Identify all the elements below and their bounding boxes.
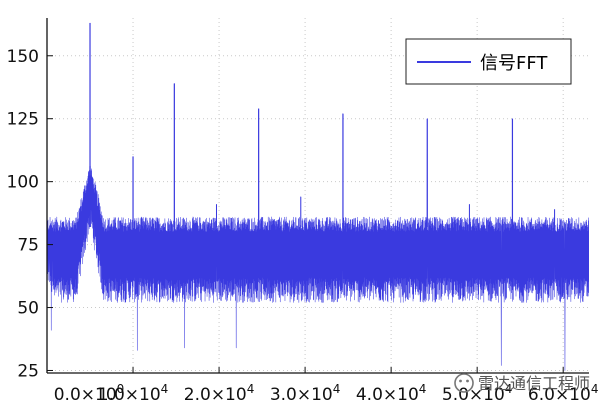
watermark: 雷达通信工程师 bbox=[454, 373, 590, 393]
y-tick-label-3: 100 bbox=[7, 173, 39, 193]
y-tick-label-4: 125 bbox=[7, 110, 39, 130]
wechat-icon-dot-left bbox=[459, 379, 462, 383]
x-tick-label-4: 4.0×104 bbox=[356, 382, 427, 405]
y-tick-label-0: 25 bbox=[17, 361, 39, 381]
legend: 信号FFT bbox=[405, 38, 572, 85]
y-tick-label-2: 75 bbox=[17, 236, 39, 256]
x-tick-label-3: 3.0×104 bbox=[270, 382, 341, 405]
x-tick-label-1: 1.0×104 bbox=[98, 382, 169, 405]
wechat-icon-dot-right bbox=[466, 379, 469, 383]
legend-label: 信号FFT bbox=[480, 53, 548, 74]
x-tick-label-2: 2.0×104 bbox=[184, 382, 255, 405]
y-tick-label-1: 50 bbox=[17, 299, 39, 319]
x-tick-label-6: 6.0×104 bbox=[528, 382, 599, 405]
y-tick-label-5: 150 bbox=[7, 47, 39, 67]
series-line-signal-fft bbox=[47, 22, 589, 371]
axes bbox=[46, 18, 589, 374]
x-tick-label-0: 0.0×100 bbox=[54, 382, 125, 405]
watermark-text: 雷达通信工程师 bbox=[478, 374, 590, 393]
wechat-icon bbox=[454, 373, 474, 393]
plot-area bbox=[47, 22, 589, 371]
